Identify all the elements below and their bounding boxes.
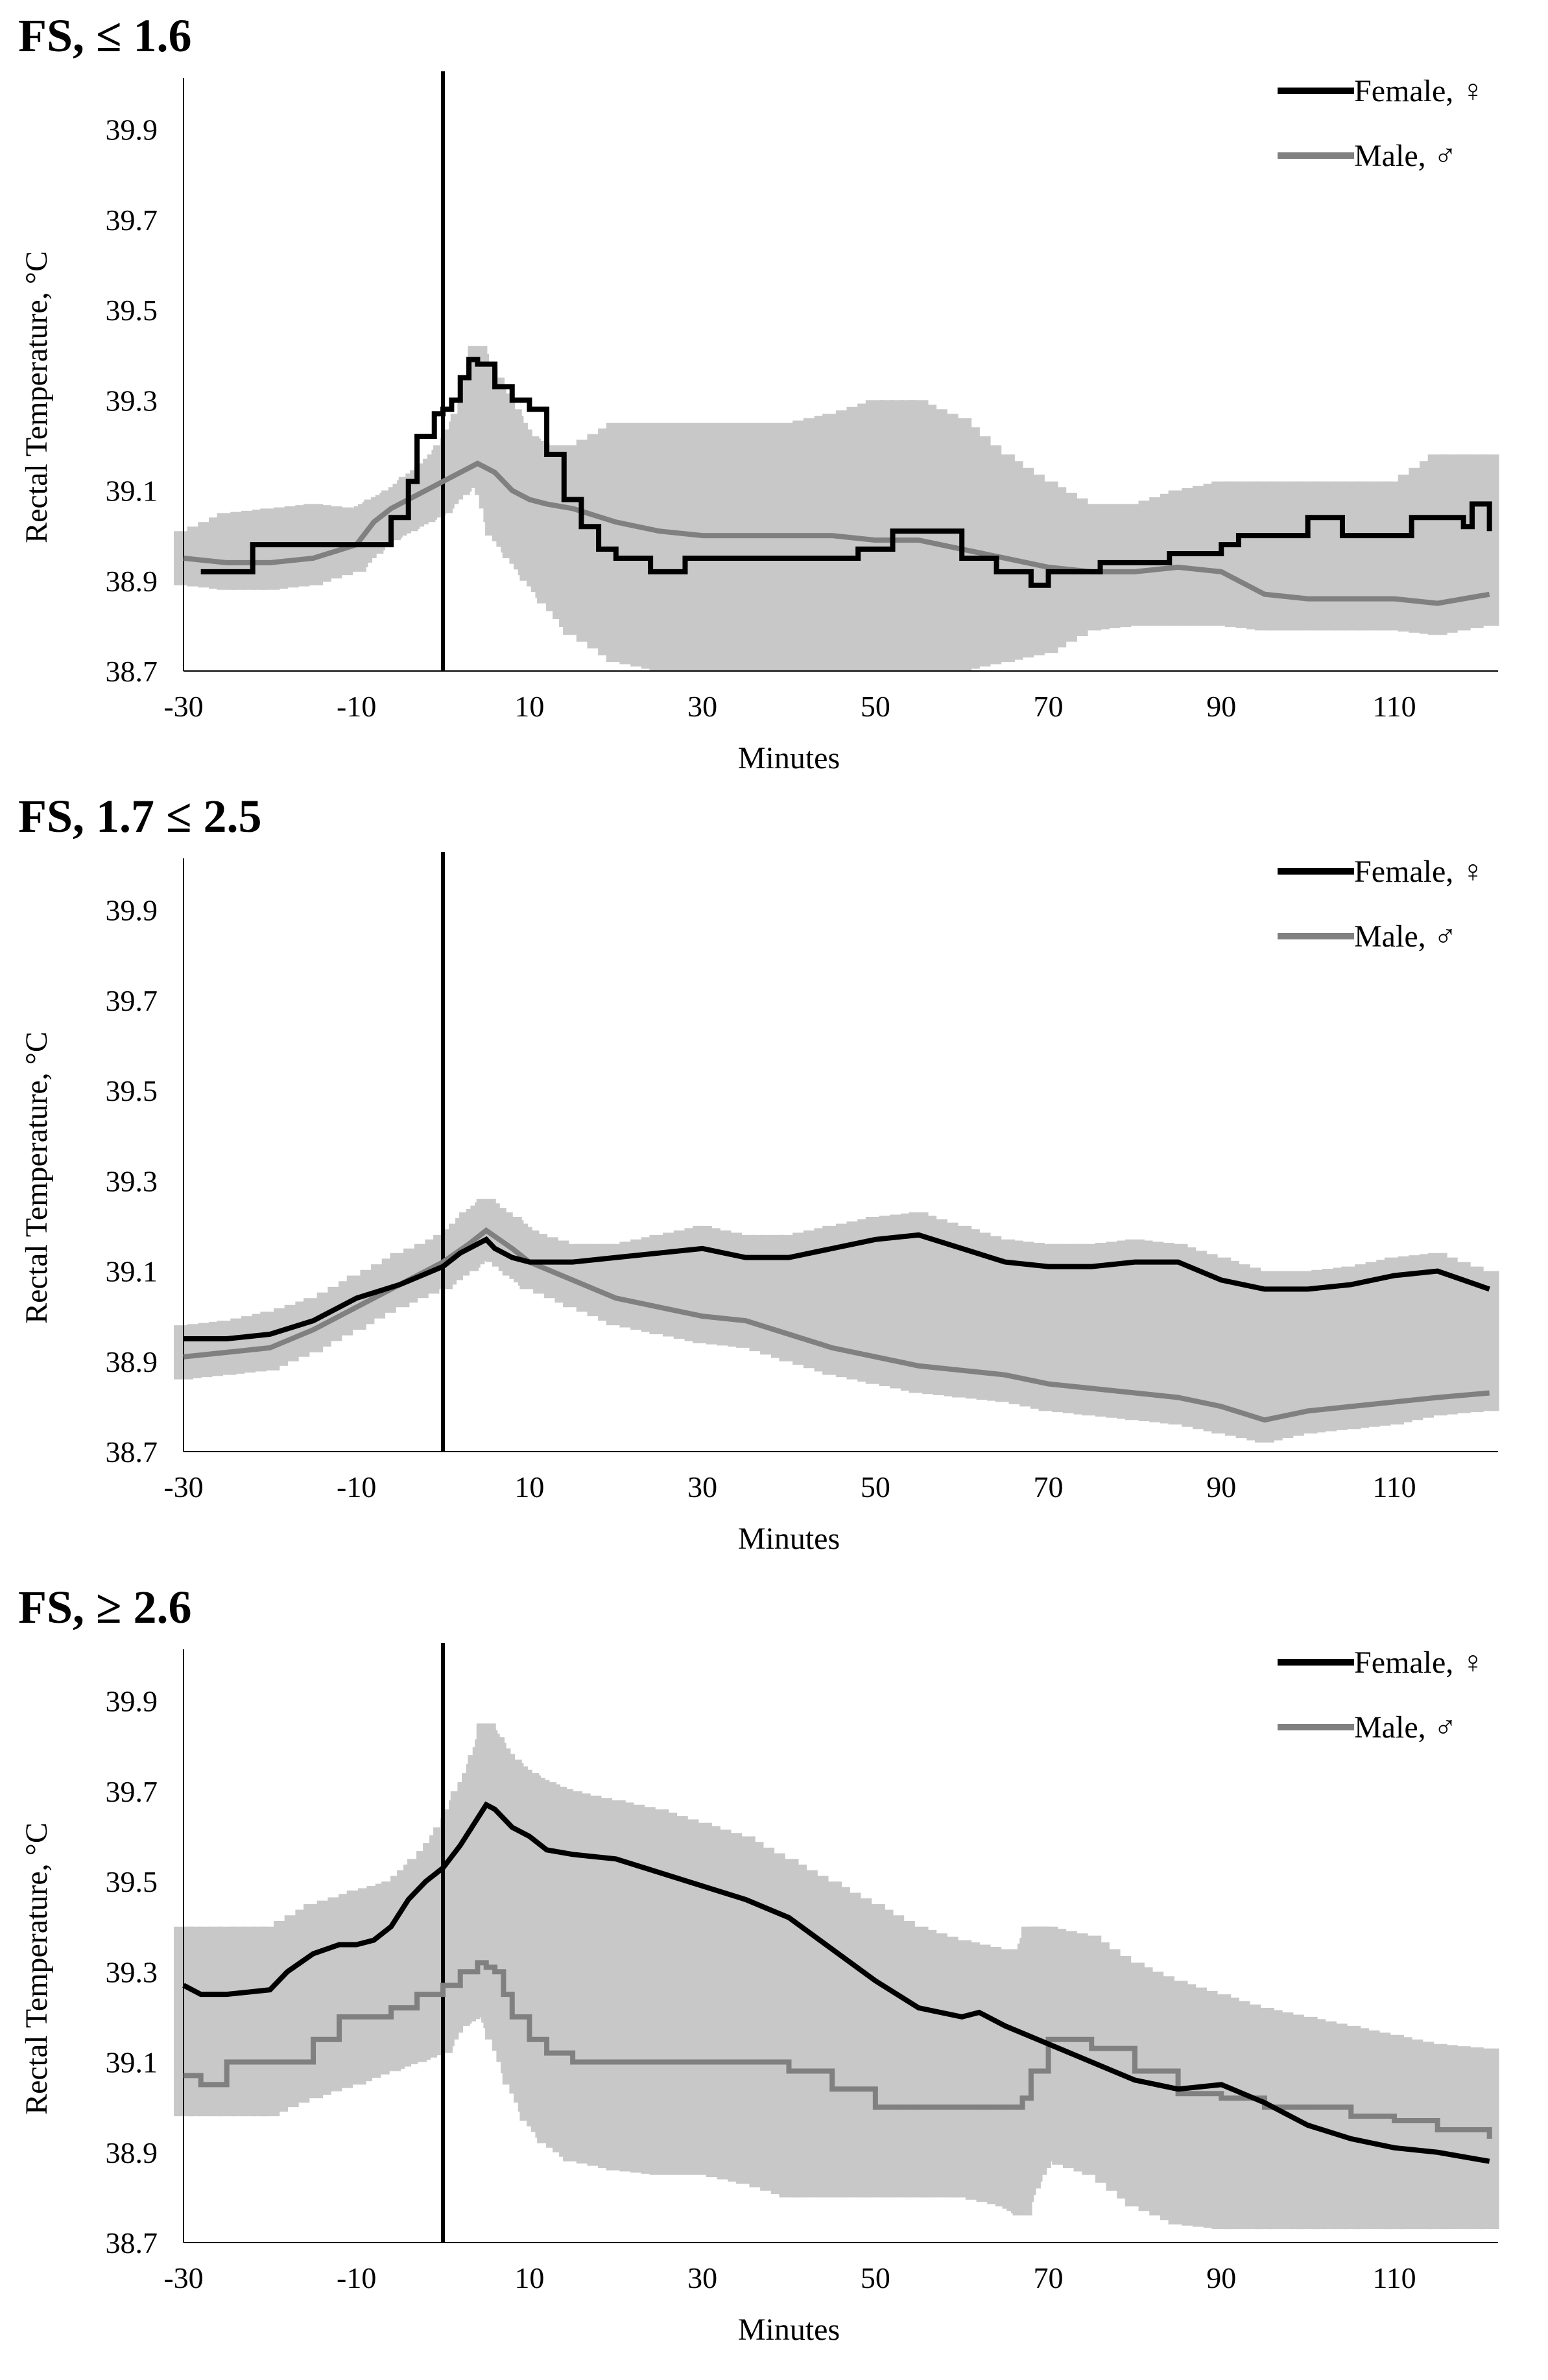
- series-line-female: [184, 1232, 1490, 1341]
- y-tick-label: 38.9: [106, 1345, 158, 1378]
- y-tick-label: 39.5: [106, 1865, 158, 1898]
- y-tick-label: 39.7: [106, 204, 158, 237]
- y-tick-label: 39.9: [106, 894, 158, 927]
- y-tick-label: 38.7: [106, 2226, 158, 2259]
- line-chart: 38.7 38.9 39.1 39.3 39.5 39.7 39.9 -30 -10 10 30 50…: [19, 852, 1499, 1556]
- x-tick-label: -30: [163, 690, 203, 723]
- legend-label: Female, ♀: [1354, 1645, 1484, 1680]
- x-tick-label: 90: [1206, 2261, 1236, 2294]
- x-tick-label: 10: [514, 2261, 544, 2294]
- y-tick-label: 39.1: [106, 2046, 158, 2079]
- y-tick-label: 38.7: [106, 1435, 158, 1468]
- panel-title: FS, ≥ 2.6: [18, 1581, 192, 1633]
- x-tick-label: 90: [1206, 690, 1236, 723]
- y-tick-label: 39.5: [106, 1074, 158, 1107]
- y-tick-label: 39.1: [106, 1255, 158, 1288]
- y-axis-title: Rectal Temperature, °C: [19, 251, 54, 543]
- x-axis-title: Minutes: [738, 1522, 840, 1556]
- x-tick-label: 110: [1372, 690, 1416, 723]
- error-bars: [174, 1723, 1499, 2230]
- x-tick-label: 110: [1372, 2261, 1416, 2294]
- y-tick-label: 39.7: [106, 984, 158, 1017]
- x-tick-label: 30: [687, 2261, 717, 2294]
- y-tick-label: 38.9: [106, 565, 158, 598]
- x-tick-label: 30: [687, 1470, 717, 1503]
- y-axis-title: Rectal Temperature, °C: [19, 1031, 54, 1324]
- y-tick-label: 39.3: [106, 1955, 158, 1988]
- x-tick-label: 90: [1206, 1470, 1236, 1503]
- panel-title: FS, ≤ 1.6: [18, 10, 192, 62]
- x-tick-label: -30: [163, 1470, 203, 1503]
- x-tick-label: -10: [337, 690, 376, 723]
- series-line-male: [184, 1960, 1492, 2139]
- y-tick-label: 38.7: [106, 655, 158, 688]
- y-tick-label: 39.5: [106, 294, 158, 327]
- x-tick-label: 30: [687, 690, 717, 723]
- y-tick-label: 39.3: [106, 1164, 158, 1197]
- x-axis-title: Minutes: [738, 741, 840, 775]
- legend-label: Male, ♂: [1354, 1710, 1457, 1745]
- line-chart: 38.7 38.9 39.1 39.3 39.5 39.7 39.9 -30 -10 10 30 50…: [19, 1643, 1499, 2347]
- chart-panel-fs-1-7-to-2-5: FS, 1.7 ≤ 2.5 38.7 38.9 39.1 39.3 39.5 39.7 39…: [0, 781, 1548, 1559]
- x-tick-label: 50: [861, 690, 890, 723]
- series-line-female: [200, 357, 1492, 588]
- line-chart: 38.7 38.9 39.1 39.3 39.5 39.7 39.9 -30 -10 10 30 50…: [19, 71, 1499, 775]
- series-line-male: [183, 460, 1490, 606]
- error-bars: [174, 346, 1499, 671]
- legend-label: Male, ♂: [1354, 919, 1457, 954]
- legend-label: Male, ♂: [1354, 139, 1457, 173]
- y-tick-label: 39.9: [106, 113, 158, 147]
- error-bars: [174, 1199, 1499, 1443]
- y-tick-label: 39.3: [106, 384, 158, 417]
- x-tick-label: 50: [861, 1470, 890, 1503]
- chart-panel-fs-le-1-6: FS, ≤ 1.6 38.7 38.9 39.1 39.3 39.5 39.7 39.9 -3…: [0, 0, 1548, 778]
- x-tick-label: -30: [163, 2261, 203, 2294]
- y-tick-label: 38.9: [106, 2136, 158, 2169]
- x-tick-label: -10: [337, 1470, 376, 1503]
- x-axis-title: Minutes: [738, 2313, 840, 2347]
- series-line-female: [182, 1801, 1490, 2164]
- y-axis-title: Rectal Temperature, °C: [19, 1822, 54, 2115]
- y-tick-label: 39.7: [106, 1775, 158, 1808]
- x-tick-label: 10: [514, 1470, 544, 1503]
- x-tick-label: 70: [1034, 690, 1064, 723]
- x-tick-label: 50: [861, 2261, 890, 2294]
- x-tick-label: 70: [1034, 1470, 1064, 1503]
- x-tick-label: 110: [1372, 1470, 1416, 1503]
- legend-label: Female, ♀: [1354, 854, 1484, 889]
- y-tick-label: 39.9: [106, 1685, 158, 1718]
- x-tick-label: 70: [1034, 2261, 1064, 2294]
- chart-panel-fs-ge-2-6: FS, ≥ 2.6 38.7 38.9 39.1 39.3 39.5 39.7 39.9 -3…: [0, 1572, 1548, 2350]
- panel-title: FS, 1.7 ≤ 2.5: [18, 790, 262, 842]
- y-tick-label: 39.1: [106, 475, 158, 508]
- x-tick-label: 10: [514, 690, 544, 723]
- x-tick-label: -10: [337, 2261, 376, 2294]
- legend-label: Female, ♀: [1354, 74, 1484, 108]
